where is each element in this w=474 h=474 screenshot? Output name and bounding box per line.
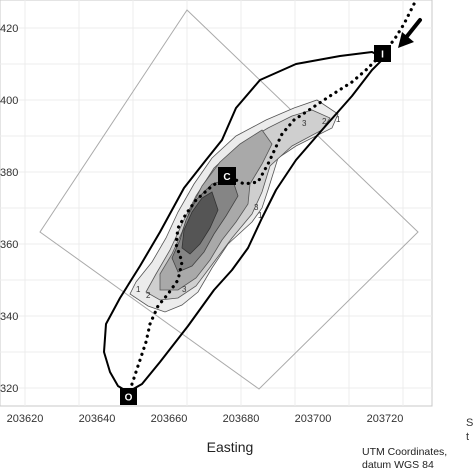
grid-lines [0,0,432,406]
y-tick-label: 420 [0,23,18,35]
y-tick-label: 400 [0,95,18,107]
contour-level-5 [181,191,219,255]
y-tick-label: 360 [0,239,18,251]
marker-center: C [218,167,236,185]
x-tick-label: 203720 [367,413,404,425]
marker-inlet: I [374,45,391,62]
marker-inlet-label: I [381,50,384,61]
cutoff-text-line-1: S [466,417,473,429]
x-axis: 203620 203640 203660 203680 203700 20372… [7,413,404,455]
coordinate-note: UTM Coordinates, datum WGS 84 [362,446,447,472]
marker-outlet: O [120,388,137,405]
marker-outlet-label: O [125,393,133,404]
x-axis-title: Easting [207,439,254,455]
x-tick-label: 203660 [151,413,188,425]
x-tick-label: 203700 [295,413,332,425]
contour-label: 1 [258,211,263,220]
contour-label: 3 [302,119,307,128]
direction-arrow-icon [398,18,422,48]
coordinate-note-line-1: UTM Coordinates, [362,446,448,458]
y-tick-label: 380 [0,167,18,179]
contour-label: 1 [136,285,141,294]
y-tick-label: 340 [0,311,18,323]
density-contours [129,99,339,313]
x-tick-label: 203680 [223,413,260,425]
survey-area-rectangle [39,9,419,390]
coordinate-note-line-2: datum WGS 84 [362,459,434,471]
contour-label: 3 [254,203,259,212]
cutoff-text-line-2: t [466,431,469,443]
contour-label: 2 [322,117,327,126]
plot-panel [0,0,433,407]
contour-label: 2 [146,291,151,300]
y-tick-label: 320 [0,383,18,395]
marker-center-label: C [223,172,230,183]
x-tick-label: 203640 [79,413,116,425]
y-axis: 420 400 380 360 340 320 [0,23,18,395]
contour-labels: 1 2 3 1 2 3 3 1 [136,115,341,300]
x-tick-label: 203620 [7,413,44,425]
contour-label: 3 [182,285,187,294]
contour-label: 1 [336,115,341,124]
